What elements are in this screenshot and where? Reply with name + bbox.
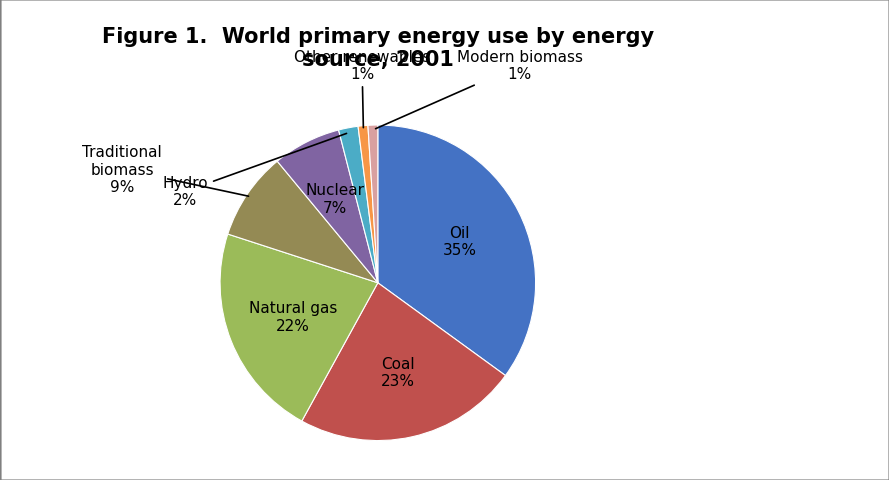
Text: Modern biomass
1%: Modern biomass 1% bbox=[375, 50, 583, 130]
Wedge shape bbox=[368, 126, 378, 283]
Text: Coal
23%: Coal 23% bbox=[380, 356, 415, 388]
Text: Natural gas
22%: Natural gas 22% bbox=[249, 300, 337, 333]
Wedge shape bbox=[378, 126, 535, 376]
Wedge shape bbox=[339, 127, 378, 283]
Title: Figure 1.  World primary energy use by energy
source, 2001: Figure 1. World primary energy use by en… bbox=[101, 26, 654, 70]
Wedge shape bbox=[228, 162, 378, 283]
Text: Other renewables
1%: Other renewables 1% bbox=[294, 50, 430, 128]
Wedge shape bbox=[302, 283, 506, 441]
Wedge shape bbox=[220, 235, 378, 421]
Text: Traditional
biomass
9%: Traditional biomass 9% bbox=[83, 145, 249, 197]
Wedge shape bbox=[277, 131, 378, 283]
Wedge shape bbox=[358, 126, 378, 283]
Text: Nuclear
7%: Nuclear 7% bbox=[305, 183, 364, 215]
Text: Hydro
2%: Hydro 2% bbox=[163, 134, 347, 208]
Text: Oil
35%: Oil 35% bbox=[443, 226, 477, 258]
